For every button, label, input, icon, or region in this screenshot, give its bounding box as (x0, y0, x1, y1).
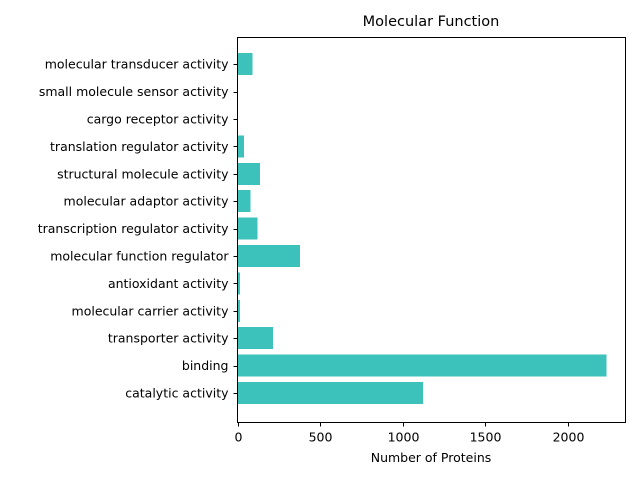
x-tick-label: 0 (235, 430, 243, 445)
y-tick-label: molecular carrier activity (72, 303, 230, 318)
y-tick-label: structural molecule activity (57, 166, 229, 181)
x-axis-group: 0 500 1000 1500 2000 (235, 422, 585, 445)
y-tick-label: transcription regulator activity (38, 221, 229, 236)
bar-binding (237, 354, 607, 377)
bar-molecular-carrier-activity (237, 299, 240, 322)
bar-antioxidant-activity (237, 272, 240, 295)
bar-structural-molecule-activity (237, 162, 260, 185)
y-tick-label: molecular adaptor activity (64, 194, 230, 209)
bar-molecular-adaptor-activity (237, 190, 251, 213)
y-tick-label: antioxidant activity (108, 276, 229, 291)
y-tick-label: translation regulator activity (50, 139, 229, 154)
bar-molecular-transducer-activity (237, 53, 253, 76)
x-tick-label: 2000 (553, 430, 585, 445)
y-tick-label: transporter activity (108, 331, 229, 346)
bar-transcription-regulator-activity (237, 217, 258, 240)
chart-title: Molecular Function (363, 14, 500, 30)
x-tick-label: 1000 (388, 430, 420, 445)
y-tick-label: cargo receptor activity (87, 112, 229, 127)
x-tick-label: 500 (309, 430, 333, 445)
bar-catalytic-activity (237, 382, 424, 404)
x-axis-label: Number of Proteins (371, 450, 492, 465)
y-tick-label: molecular function regulator (50, 249, 229, 264)
bars-group (237, 53, 607, 404)
bar-molecular-function-regulator (237, 245, 301, 267)
x-tick-label: 1500 (470, 430, 502, 445)
bar-translation-regulator-activity (237, 135, 245, 158)
y-tick-label: binding (182, 358, 229, 373)
bar-transporter-activity (237, 327, 273, 350)
y-tick-label: catalytic activity (125, 386, 229, 401)
category-labels-group: catalytic activity binding transporter act… (38, 57, 238, 401)
y-tick-label: molecular transducer activity (45, 57, 229, 72)
plot-frame (237, 37, 626, 423)
y-tick-label: small molecule sensor activity (39, 84, 229, 99)
